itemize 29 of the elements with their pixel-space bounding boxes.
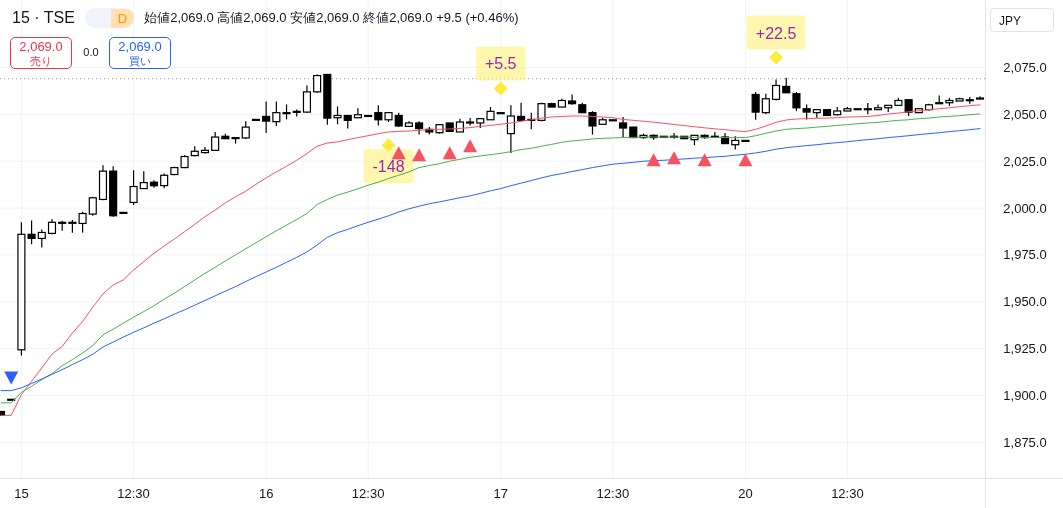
- annotation: -148: [372, 158, 405, 176]
- annotation: 売り: [29, 54, 53, 69]
- x-tick-label: 12:30: [831, 486, 864, 501]
- y-tick-label: 1,900.0: [1003, 388, 1047, 404]
- y-tick-label: 1,975.0: [1003, 247, 1047, 263]
- y-tick-label: 1,925.0: [1003, 341, 1047, 357]
- annotation: D: [110, 8, 135, 28]
- x-tick-label: 17: [493, 486, 508, 501]
- x-tick-label: 16: [258, 486, 274, 501]
- y-tick-label: 1,950.0: [1003, 294, 1047, 310]
- text: 15 · TSE: [12, 9, 75, 27]
- annotation: +5.5: [484, 55, 517, 73]
- annotation: 2,069.0: [117, 39, 163, 54]
- y-tick-label: 2,050.0: [1003, 106, 1047, 122]
- annotation: 0.0: [82, 46, 100, 58]
- annotation: +22.5: [755, 24, 797, 42]
- x-tick-label: 12:30: [117, 486, 150, 501]
- text: 始値2,069.0 高値2,069.0 安値2,069.0 終値2,069.0 +9.5 (+0.46%): [144, 9, 519, 27]
- x-tick-label: 20: [738, 486, 753, 501]
- x-tick-label: 12:30: [351, 486, 385, 501]
- x-tick-label: 15: [14, 486, 29, 501]
- annotation: 買い: [128, 54, 152, 69]
- x-tick-label: 12:30: [596, 486, 630, 501]
- y-tick-label: 1,875.0: [1003, 434, 1047, 450]
- y-tick-label: 2,075.0: [1003, 59, 1047, 75]
- text: JPY: [990, 8, 1054, 32]
- y-tick-label: 2,000.0: [1003, 200, 1047, 216]
- annotation: 2,069.0: [18, 39, 64, 54]
- y-tick-label: 2,025.0: [1003, 153, 1047, 169]
